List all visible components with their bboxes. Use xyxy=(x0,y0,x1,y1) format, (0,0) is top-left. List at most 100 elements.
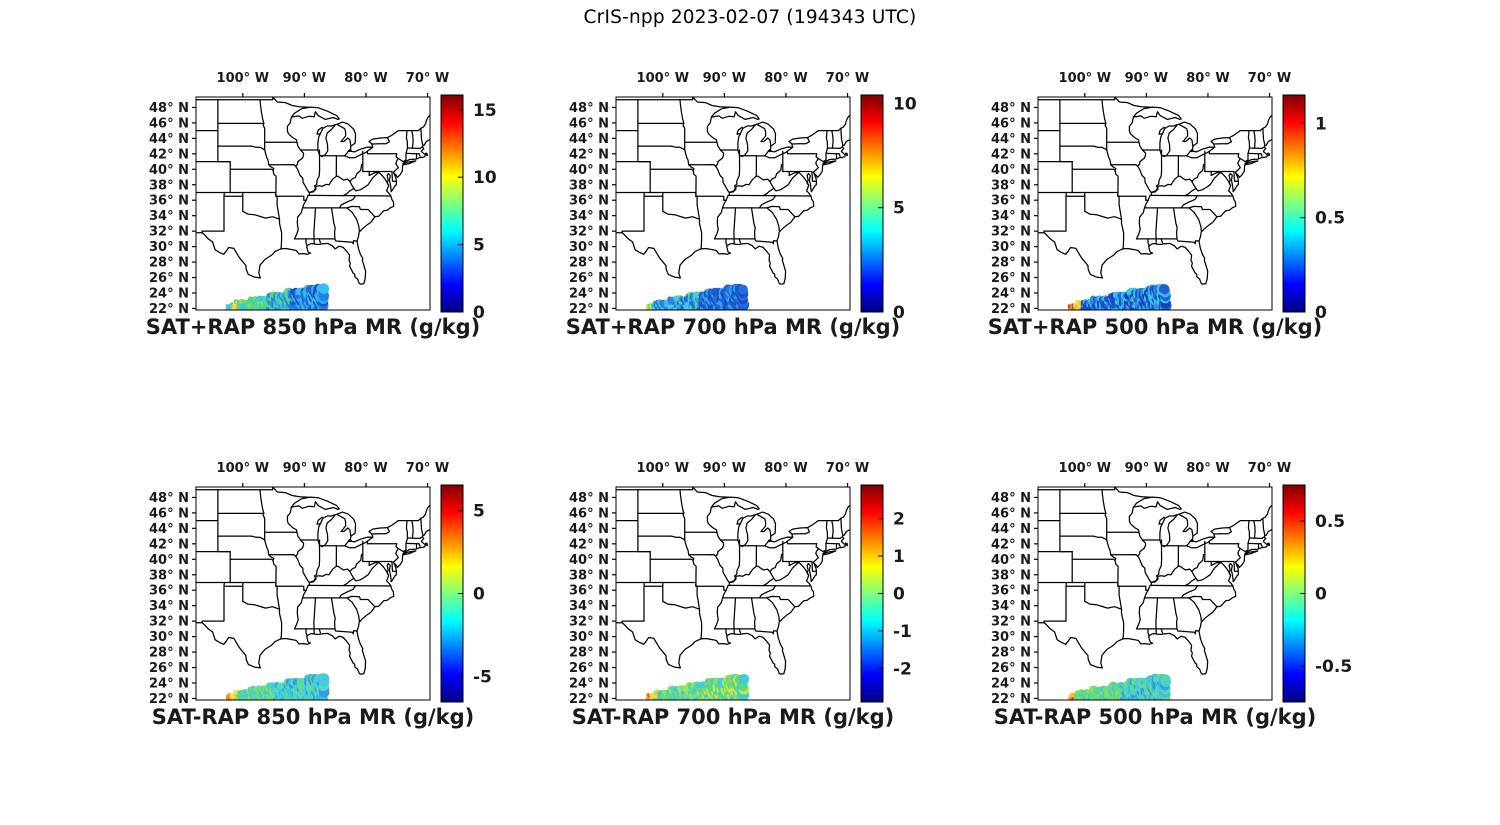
lat-tick-label: 38° N xyxy=(569,568,609,583)
lat-tick-label: 48° N xyxy=(569,491,609,506)
lat-tick-label: 30° N xyxy=(149,630,189,645)
lat-tick-label: 46° N xyxy=(149,506,189,521)
lon-tick-label: 90° W xyxy=(1125,71,1168,86)
lon-tick-label: 90° W xyxy=(1125,461,1168,476)
lat-tick-label: 46° N xyxy=(149,116,189,131)
map-axes-box xyxy=(1037,486,1273,701)
lat-tick-label: 30° N xyxy=(149,240,189,255)
map-axes-box xyxy=(1037,96,1273,311)
swath-scatter xyxy=(225,673,330,700)
lon-tick-label: 100° W xyxy=(217,71,270,86)
lon-tick-label: 80° W xyxy=(764,461,807,476)
colorbar-tick-label: 2 xyxy=(893,510,905,530)
lat-tick-label: 22° N xyxy=(991,302,1031,317)
map-outlines xyxy=(1038,487,1272,675)
lat-tick-label: 28° N xyxy=(991,646,1031,661)
swath-dot xyxy=(318,283,330,295)
lat-tick-label: 26° N xyxy=(991,271,1031,286)
panel-sat-rap-700-hpa-mr--g-kg-: 100° W 90° W 80° W 70° W 48° N46° N44° N42° … xyxy=(569,461,912,729)
lat-tick-label: 28° N xyxy=(149,646,189,661)
lat-tick-label: 40° N xyxy=(149,553,189,568)
lat-tick-label: 44° N xyxy=(991,522,1031,537)
lat-tick-label: 46° N xyxy=(569,116,609,131)
lat-tick-label: 24° N xyxy=(991,676,1031,691)
lat-tick-label: 38° N xyxy=(569,178,609,193)
lat-tick-label: 38° N xyxy=(149,178,189,193)
colorbar-tick-label: 0 xyxy=(1315,303,1327,323)
colorbar-tick-label: 5 xyxy=(473,502,485,522)
colorbar xyxy=(860,94,884,313)
lat-tick-label: 26° N xyxy=(149,271,189,286)
map-outlines xyxy=(196,97,430,285)
lat-tick-label: 42° N xyxy=(991,537,1031,552)
lat-tick-label: 28° N xyxy=(569,646,609,661)
lat-tick-label: 22° N xyxy=(569,692,609,707)
lat-tick-label: 42° N xyxy=(991,147,1031,162)
panel-sat+rap-850-hpa-mr--g-kg-: 100° W 90° W 80° W 70° W 48° N46° N44° N42° … xyxy=(146,71,497,339)
lon-tick-label: 80° W xyxy=(344,71,387,86)
colorbar-tick-label: 10 xyxy=(473,168,497,188)
lat-tick-label: 44° N xyxy=(569,132,609,147)
map-axes-box xyxy=(615,486,851,701)
map-outlines xyxy=(616,487,850,675)
lat-tick-label: 26° N xyxy=(149,661,189,676)
colorbar-tick-label: 0 xyxy=(473,585,485,605)
lat-tick-label: 32° N xyxy=(149,615,189,630)
lon-tick-label: 100° W xyxy=(1059,71,1112,86)
map-outlines xyxy=(196,487,430,675)
panel-title: SAT-RAP 500 hPa MR (g/kg) xyxy=(994,705,1317,729)
colorbar-tick-label: 0 xyxy=(473,303,485,323)
lat-tick-label: 40° N xyxy=(569,163,609,178)
panel-sat-rap-500-hpa-mr--g-kg-: 100° W 90° W 80° W 70° W 48° N46° N44° N42° … xyxy=(991,461,1352,729)
lat-tick-label: 46° N xyxy=(991,506,1031,521)
lat-tick-label: 22° N xyxy=(991,692,1031,707)
map-outlines xyxy=(1038,97,1272,285)
swath-dot xyxy=(738,674,750,685)
lon-tick-label: 70° W xyxy=(406,71,449,86)
panel-title: SAT+RAP 500 hPa MR (g/kg) xyxy=(988,315,1322,339)
lon-tick-label: 70° W xyxy=(826,71,869,86)
lat-tick-label: 36° N xyxy=(569,194,609,209)
lat-tick-label: 34° N xyxy=(991,599,1031,614)
lat-tick-label: 44° N xyxy=(149,522,189,537)
colorbar-tick-label: 5 xyxy=(893,199,905,219)
lat-tick-label: 32° N xyxy=(149,225,189,240)
lat-tick-label: 30° N xyxy=(569,240,609,255)
figure-title: CrIS-npp 2023-02-07 (194343 UTC) xyxy=(583,7,917,28)
lon-tick-label: 100° W xyxy=(217,461,270,476)
colorbar-tick-label: -0.5 xyxy=(1315,657,1352,677)
colorbar-tick-label: 5 xyxy=(473,236,485,256)
lat-tick-label: 26° N xyxy=(569,661,609,676)
lon-tick-label: 70° W xyxy=(826,461,869,476)
lat-tick-label: 34° N xyxy=(569,599,609,614)
colorbar-tick-label: 1 xyxy=(1315,114,1327,134)
lat-tick-label: 24° N xyxy=(991,286,1031,301)
lat-tick-label: 30° N xyxy=(991,630,1031,645)
lat-tick-label: 36° N xyxy=(991,194,1031,209)
lat-tick-label: 48° N xyxy=(149,101,189,116)
lat-tick-label: 24° N xyxy=(569,286,609,301)
swath-dot xyxy=(1160,674,1171,685)
colorbar-tick-label: 0 xyxy=(1315,585,1327,605)
lon-tick-label: 100° W xyxy=(1059,461,1112,476)
panel-title: SAT-RAP 700 hPa MR (g/kg) xyxy=(572,705,895,729)
lat-tick-label: 32° N xyxy=(569,615,609,630)
lat-tick-label: 36° N xyxy=(991,584,1031,599)
lat-tick-label: 24° N xyxy=(149,676,189,691)
lat-tick-label: 34° N xyxy=(149,599,189,614)
lon-tick-label: 80° W xyxy=(1186,461,1229,476)
lat-tick-label: 28° N xyxy=(149,256,189,271)
colorbar-tick-label: -2 xyxy=(893,659,912,679)
lat-tick-label: 48° N xyxy=(991,491,1031,506)
map-axes-box xyxy=(195,486,431,701)
swath-scatter xyxy=(225,283,330,310)
lat-tick-label: 22° N xyxy=(149,692,189,707)
lon-tick-label: 90° W xyxy=(283,71,326,86)
lat-tick-label: 28° N xyxy=(569,256,609,271)
lon-tick-label: 70° W xyxy=(1248,461,1291,476)
map-axes-box xyxy=(195,96,431,311)
lat-tick-label: 36° N xyxy=(149,194,189,209)
swath-dot xyxy=(1160,284,1170,295)
swath-dot xyxy=(738,284,748,295)
lat-tick-label: 44° N xyxy=(991,132,1031,147)
